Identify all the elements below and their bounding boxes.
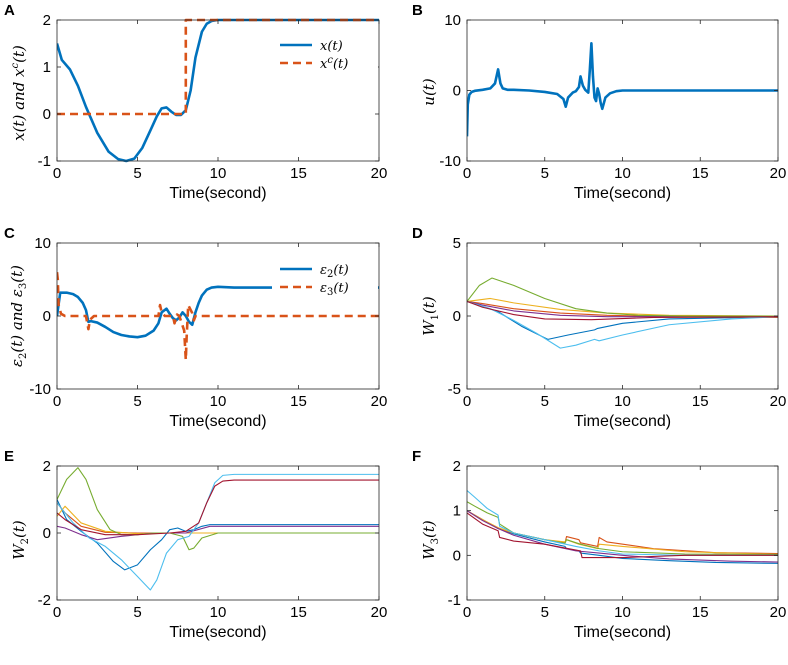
x-tick-label-e: 15 (290, 604, 307, 621)
y-axis-label-e: W2(t) (10, 520, 31, 560)
series-group-d (467, 277, 778, 349)
panel-label-a: A (4, 2, 15, 19)
series-line-a-1 (57, 18, 379, 163)
series-group-c (57, 272, 379, 362)
y-tick-label-a: 1 (43, 59, 51, 76)
x-tick-label-f: 5 (541, 604, 549, 621)
x-tick-label-b: 5 (541, 165, 549, 182)
x-axis-label-f: Time(second) (574, 624, 671, 641)
series-line-c-1 (57, 285, 379, 339)
y-tick-label-c: 10 (34, 235, 51, 252)
plot-area-f (467, 466, 778, 600)
series-group-f (467, 490, 778, 564)
panel-label-c: C (4, 225, 15, 242)
x-tick-label-b: 15 (692, 165, 709, 182)
y-tick-label-b: 10 (444, 12, 461, 29)
y-tick-label-f: 0 (453, 547, 461, 564)
legend-a-label-xc: xc(t) (320, 55, 348, 72)
x-tick-label-d: 5 (541, 393, 549, 410)
x-tick-label-d: 10 (614, 393, 631, 410)
series-line-f-4 (467, 510, 778, 563)
legend-a-label-x: x(t) (320, 39, 343, 54)
x-tick-label-a: 10 (210, 165, 227, 182)
series-line-f-7 (467, 512, 778, 559)
series-line-d-7 (467, 300, 778, 321)
panel-label-b: B (412, 2, 423, 19)
x-tick-label-f: 15 (692, 604, 709, 621)
y-tick-label-b: -10 (439, 153, 461, 170)
x-axis-label-a: Time(second) (169, 185, 266, 202)
series-group-b (467, 41, 778, 137)
x-tick-label-e: 5 (133, 604, 141, 621)
x-axis-label-e: Time(second) (169, 624, 266, 641)
x-tick-label-b: 10 (614, 165, 631, 182)
y-tick-label-f: 2 (453, 458, 461, 475)
x-tick-label-c: 20 (371, 393, 388, 410)
series-line-d-6 (467, 300, 778, 349)
x-tick-label-e: 0 (53, 604, 61, 621)
x-tick-label-a: 0 (53, 165, 61, 182)
legend-a: x(t) xc(t) (270, 30, 378, 76)
x-tick-label-f: 10 (614, 604, 631, 621)
y-tick-label-d: 0 (453, 308, 461, 325)
y-tick-label-a: 0 (43, 106, 51, 123)
x-axis-label-b: Time(second) (574, 185, 671, 202)
series-line-d-4 (467, 300, 778, 318)
y-tick-label-c: -10 (29, 381, 51, 398)
y-tick-label-c: 0 (43, 308, 51, 325)
series-line-c-2 (57, 272, 379, 362)
x-tick-label-a: 5 (133, 165, 141, 182)
legend-c-label-e2: ε2(t) (320, 263, 349, 280)
series-line-b-1 (467, 41, 778, 137)
x-tick-label-c: 10 (210, 393, 227, 410)
y-tick-label-a: 2 (43, 12, 51, 29)
y-tick-label-e: 2 (43, 458, 51, 475)
x-tick-label-d: 0 (463, 393, 471, 410)
x-tick-label-e: 10 (210, 604, 227, 621)
y-tick-label-d: -5 (448, 381, 461, 398)
panel-label-e: E (4, 448, 14, 465)
panel-label-d: D (412, 225, 423, 242)
y-tick-label-f: 1 (453, 503, 461, 520)
x-tick-label-f: 20 (770, 604, 787, 621)
x-tick-label-b: 20 (770, 165, 787, 182)
y-tick-label-d: 5 (453, 235, 461, 252)
y-axis-label-b: u(t) (420, 78, 438, 106)
x-tick-label-a: 15 (290, 165, 307, 182)
series-line-e-6 (57, 473, 379, 591)
x-axis-label-c: Time(second) (169, 413, 266, 430)
x-tick-label-d: 20 (770, 393, 787, 410)
y-tick-label-a: -1 (38, 153, 51, 170)
x-tick-label-c: 15 (290, 393, 307, 410)
x-tick-label-c: 5 (133, 393, 141, 410)
y-tick-label-f: -1 (448, 592, 461, 609)
series-line-f-2 (467, 510, 778, 555)
y-axis-label-a: x(t) and xc(t) (10, 45, 28, 141)
y-tick-label-e: 0 (43, 525, 51, 542)
panel-label-f: F (412, 448, 421, 465)
x-tick-label-d: 15 (692, 393, 709, 410)
series-line-d-5 (467, 277, 778, 317)
y-axis-label-c: ε2(t) and ε3(t) (8, 265, 29, 367)
y-axis-label-f: W3(t) (420, 520, 441, 560)
x-tick-label-f: 0 (463, 604, 471, 621)
y-tick-label-e: -2 (38, 592, 51, 609)
x-tick-label-c: 0 (53, 393, 61, 410)
y-axis-label-d: W1(t) (420, 296, 441, 336)
series-line-f-6 (467, 490, 778, 556)
x-axis-label-d: Time(second) (574, 413, 671, 430)
series-group-e (57, 467, 379, 591)
legend-c-label-e3: ε3(t) (320, 281, 349, 298)
x-tick-label-b: 0 (463, 165, 471, 182)
x-tick-label-a: 20 (371, 165, 388, 182)
legend-c: ε2(t) ε3(t) (272, 256, 378, 298)
y-tick-label-b: 0 (453, 83, 461, 100)
series-line-e-7 (57, 479, 379, 536)
x-tick-label-e: 20 (371, 604, 388, 621)
